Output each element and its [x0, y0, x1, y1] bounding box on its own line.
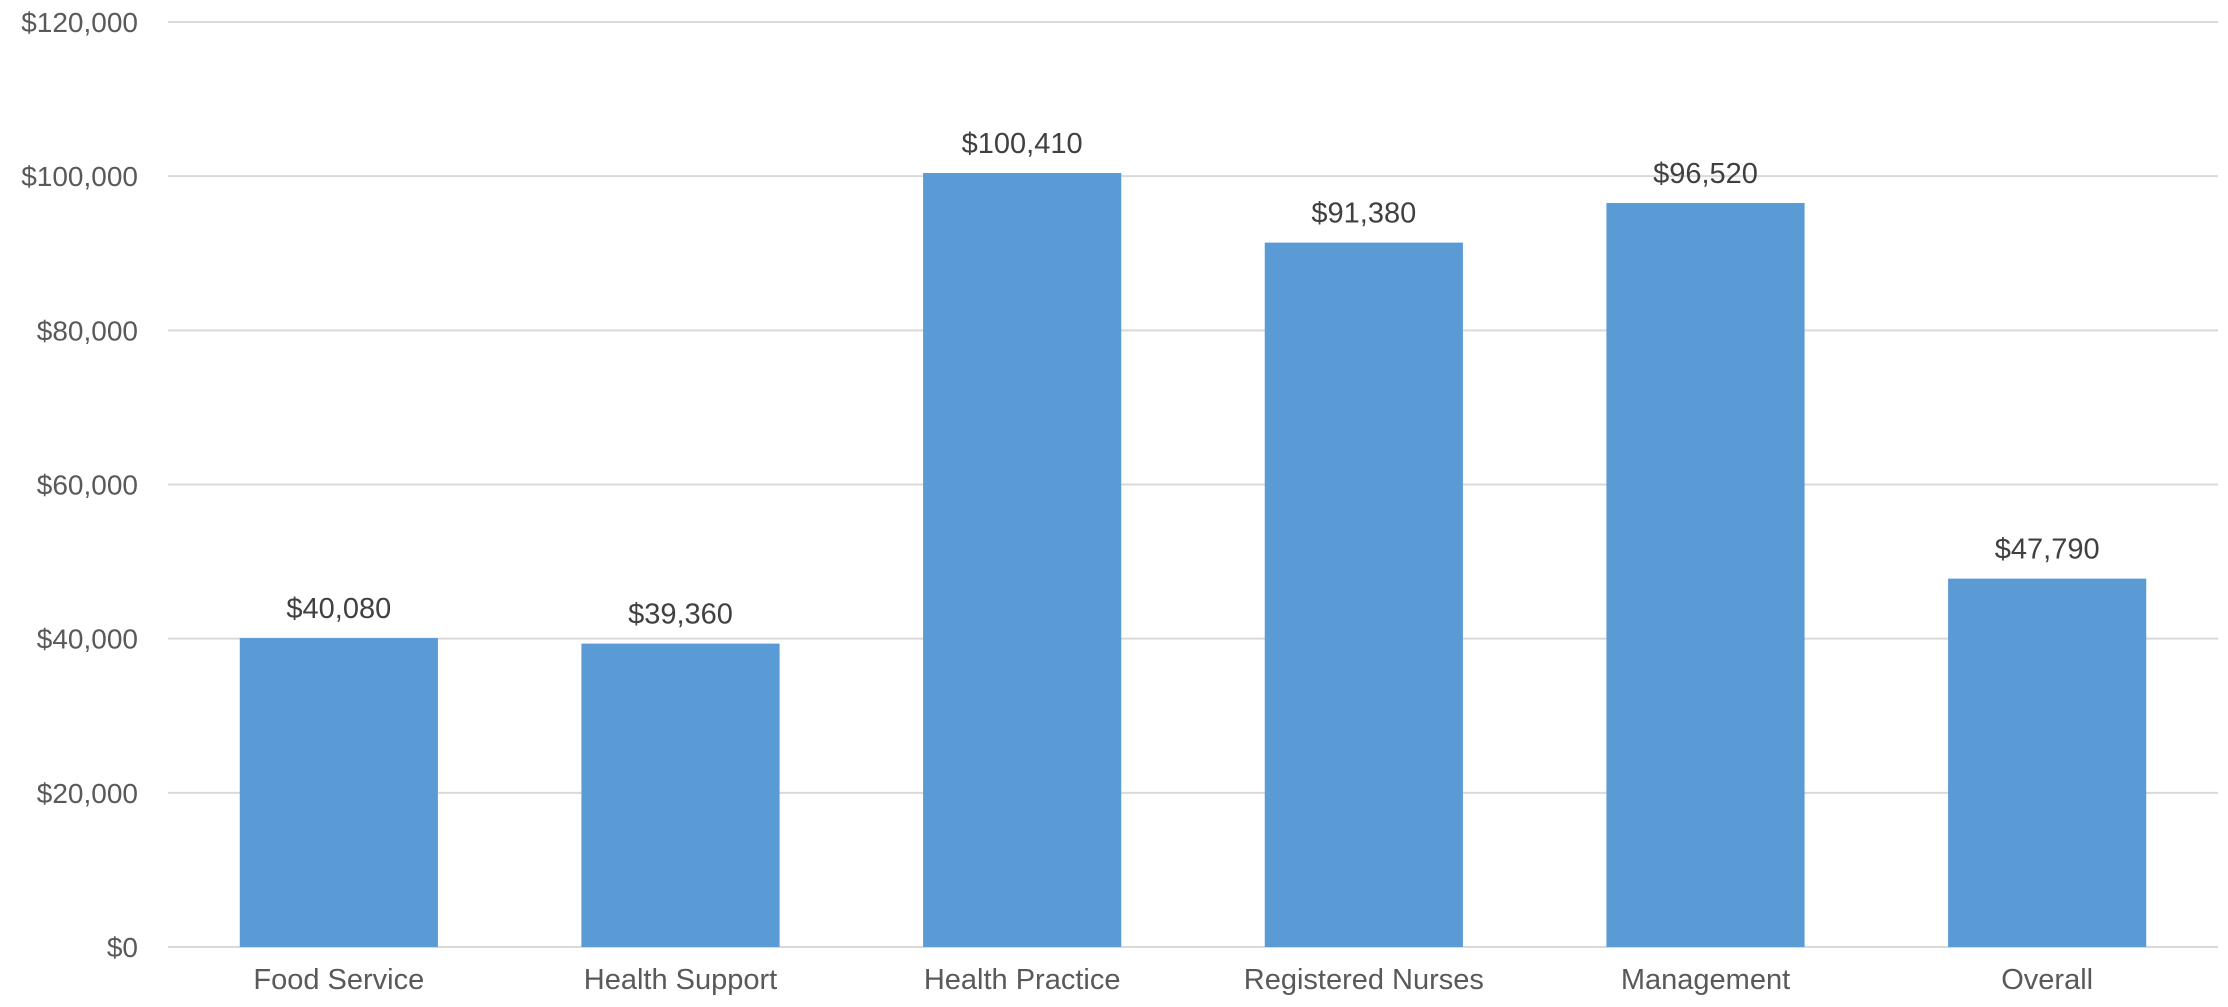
x-category-label: Overall — [2001, 964, 2093, 996]
y-tick-label: $100,000 — [21, 161, 138, 192]
bar — [1264, 242, 1463, 948]
y-tick-label: $20,000 — [37, 778, 138, 809]
bar-value-label: $47,790 — [1995, 534, 2100, 566]
bars — [239, 173, 2147, 948]
bar — [1606, 202, 1805, 947]
x-category-label: Management — [1621, 964, 1790, 996]
bar-value-label: $40,080 — [286, 593, 391, 625]
bar — [1948, 578, 2147, 947]
data-labels: $40,080 $39,360 $100,410 $91,380 $96,520 $47,… — [286, 128, 2099, 631]
x-category-label: Food Service — [253, 964, 424, 996]
bar — [239, 638, 438, 947]
y-tick-label: $60,000 — [37, 470, 138, 501]
gridlines — [168, 21, 2218, 948]
y-tick-label: $120,000 — [21, 7, 138, 38]
bar-value-label: $91,380 — [1311, 198, 1416, 230]
y-tick-label: $80,000 — [37, 315, 138, 346]
x-axis-category-labels: Food Service Health Support Health Practic… — [253, 964, 2093, 996]
x-category-label: Health Support — [584, 964, 777, 996]
bar-value-label: $39,360 — [628, 599, 733, 631]
bar-value-label: $96,520 — [1653, 158, 1758, 190]
y-tick-label: $0 — [107, 932, 138, 963]
y-tick-label: $40,000 — [37, 624, 138, 655]
bar-value-label: $100,410 — [962, 128, 1083, 160]
bar — [923, 173, 1122, 948]
bar — [581, 643, 780, 947]
x-category-label: Health Practice — [924, 964, 1121, 996]
x-category-label: Registered Nurses — [1244, 964, 1484, 996]
y-axis-tick-labels: $0 $20,000 $40,000 $60,000 $80,000 $100,000 $1… — [21, 7, 138, 963]
